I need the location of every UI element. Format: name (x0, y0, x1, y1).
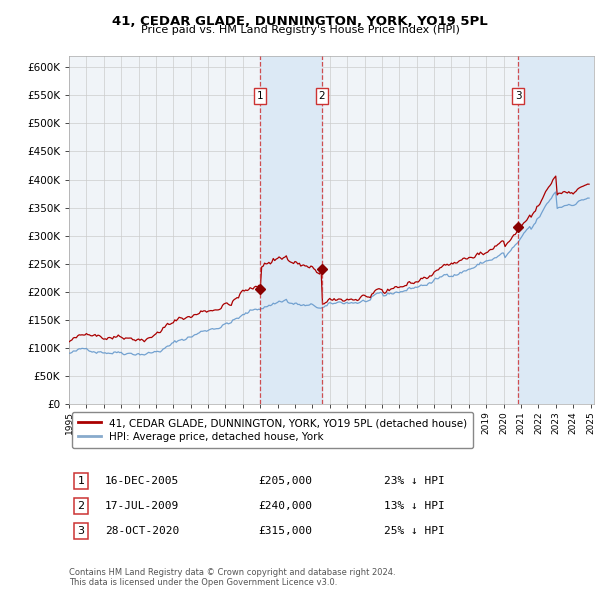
Text: £205,000: £205,000 (258, 476, 312, 486)
Text: 13% ↓ HPI: 13% ↓ HPI (384, 501, 445, 510)
Legend: 41, CEDAR GLADE, DUNNINGTON, YORK, YO19 5PL (detached house), HPI: Average price: 41, CEDAR GLADE, DUNNINGTON, YORK, YO19 … (71, 412, 473, 448)
Bar (518, 56, 594, 404)
Text: 3: 3 (77, 526, 85, 536)
Text: 16-DEC-2005: 16-DEC-2005 (105, 476, 179, 486)
Text: 23% ↓ HPI: 23% ↓ HPI (384, 476, 445, 486)
Text: £315,000: £315,000 (258, 526, 312, 536)
Text: 3: 3 (515, 91, 521, 101)
Bar (260, 56, 322, 404)
Text: 28-OCT-2020: 28-OCT-2020 (105, 526, 179, 536)
Text: 1: 1 (77, 476, 85, 486)
Text: £240,000: £240,000 (258, 501, 312, 510)
Text: 2: 2 (77, 501, 85, 510)
Text: 2: 2 (319, 91, 325, 101)
Text: Contains HM Land Registry data © Crown copyright and database right 2024.
This d: Contains HM Land Registry data © Crown c… (69, 568, 395, 587)
Text: Price paid vs. HM Land Registry's House Price Index (HPI): Price paid vs. HM Land Registry's House … (140, 25, 460, 35)
Text: 25% ↓ HPI: 25% ↓ HPI (384, 526, 445, 536)
Text: 41, CEDAR GLADE, DUNNINGTON, YORK, YO19 5PL: 41, CEDAR GLADE, DUNNINGTON, YORK, YO19 … (112, 15, 488, 28)
Text: 17-JUL-2009: 17-JUL-2009 (105, 501, 179, 510)
Text: 1: 1 (257, 91, 263, 101)
